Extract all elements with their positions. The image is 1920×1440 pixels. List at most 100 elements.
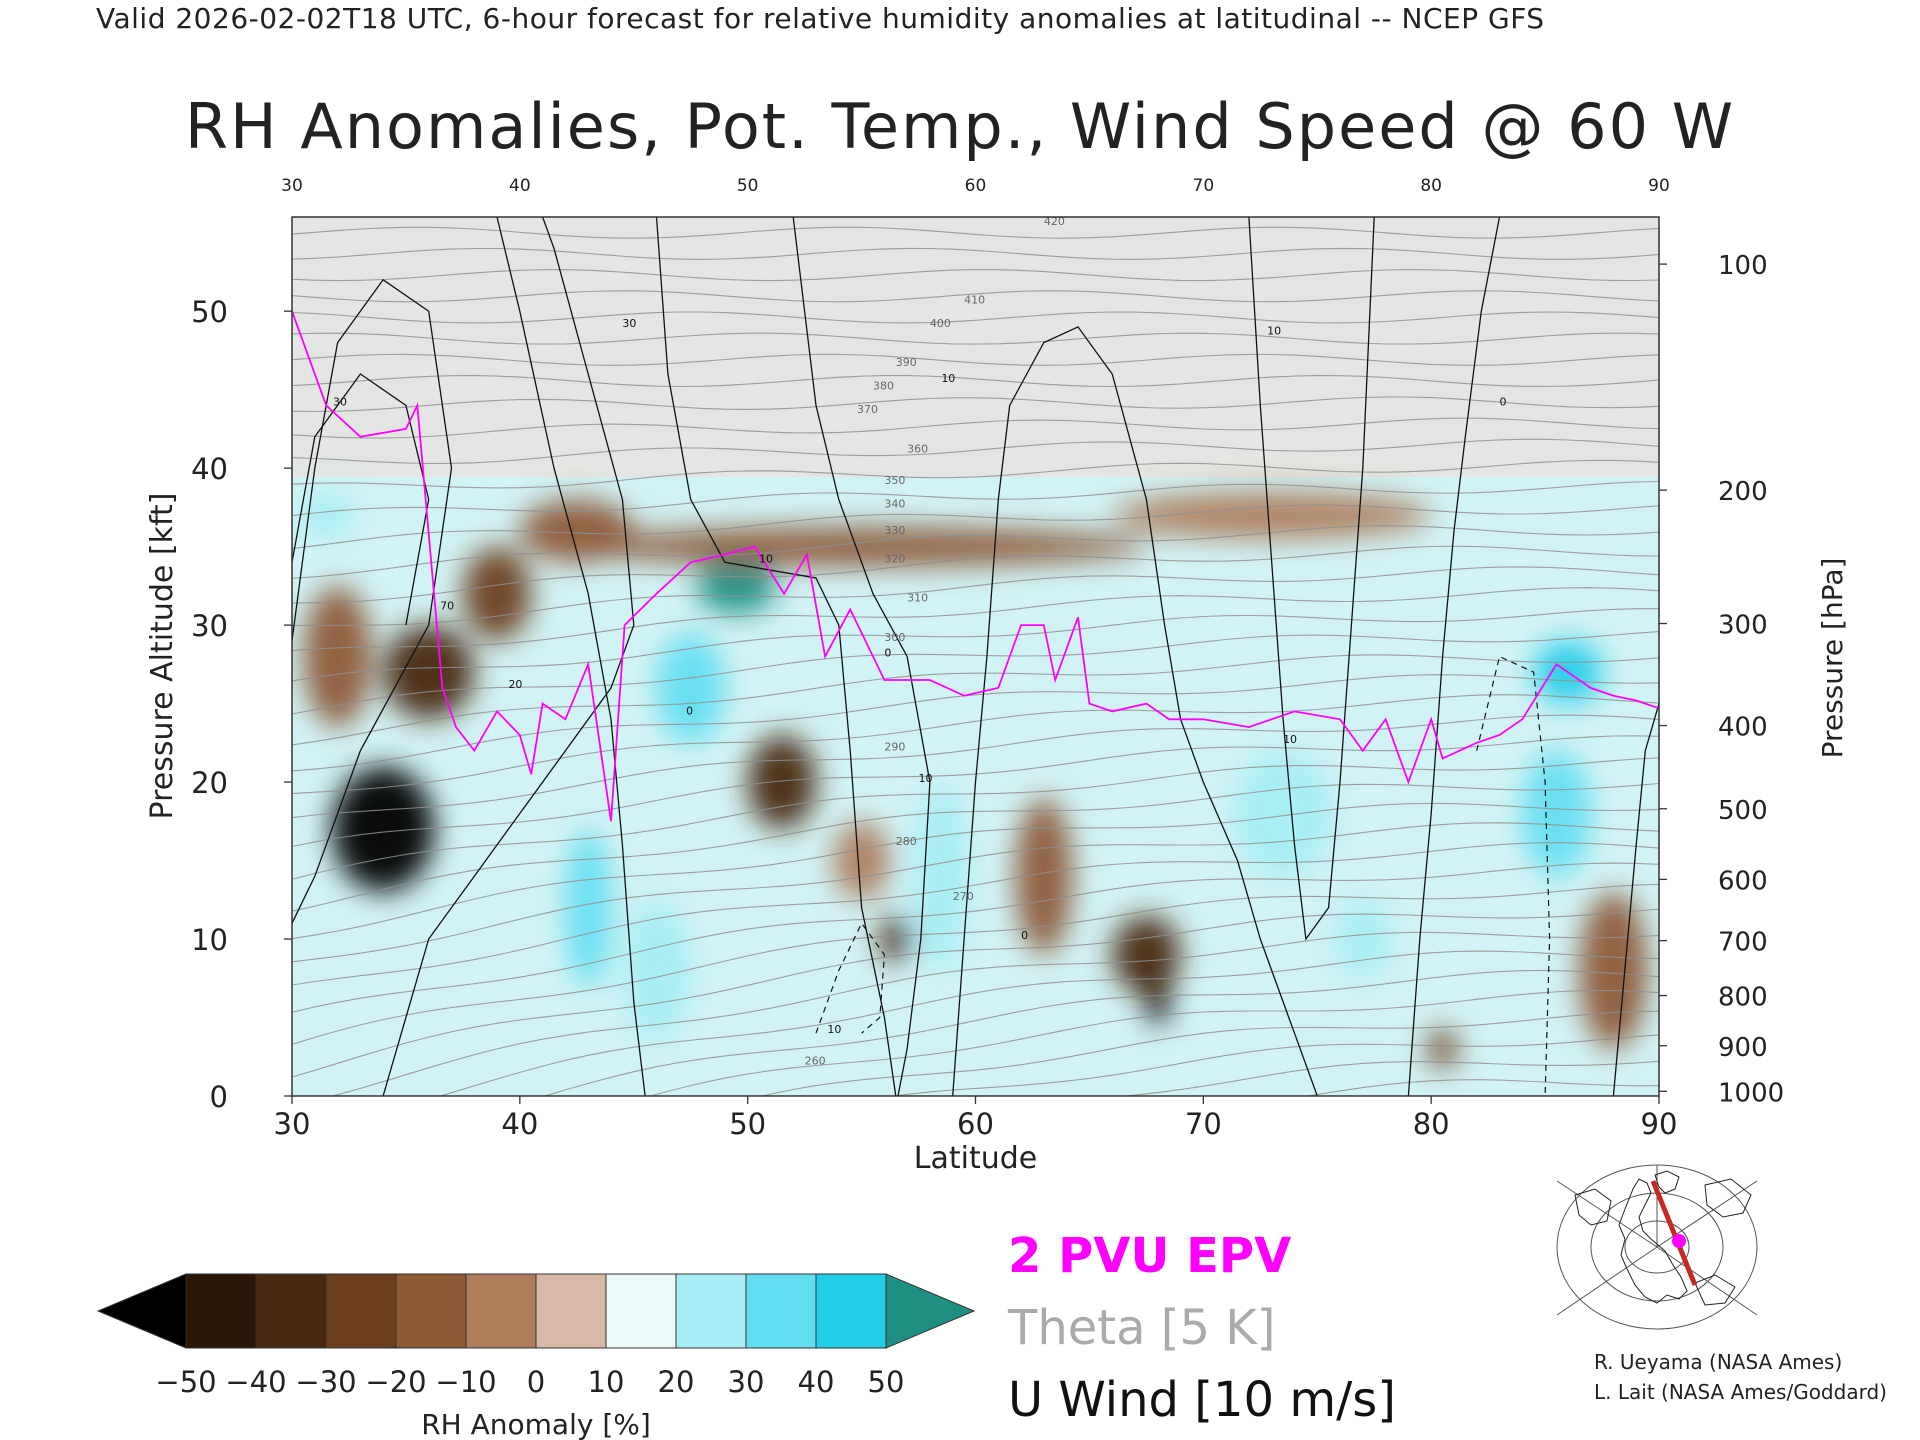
theta-contour-label: 300 bbox=[884, 631, 905, 644]
top-x-tick-label: 90 bbox=[1648, 176, 1670, 196]
theta-contour-line bbox=[759, 1010, 1659, 1096]
theta-contour-label: 280 bbox=[896, 835, 917, 848]
contour-labels: 4204104003903803703603503403303203103002… bbox=[333, 215, 1507, 1068]
theta-contour-line bbox=[292, 226, 1659, 239]
theta-contour-line bbox=[292, 459, 1659, 489]
map-coastline bbox=[1694, 1274, 1736, 1306]
theta-contour-line bbox=[292, 417, 1659, 439]
rh-anomaly-patch bbox=[1522, 750, 1591, 877]
rh-anomaly-patch bbox=[1112, 491, 1432, 539]
wind-contour-label: 20 bbox=[508, 678, 522, 691]
colorbar-tick-label: 20 bbox=[658, 1365, 695, 1399]
theta-contour-label: 390 bbox=[896, 356, 917, 369]
rh-anomaly-patch bbox=[833, 821, 891, 900]
wind-contour-line bbox=[292, 373, 430, 626]
rh-anomaly-patch bbox=[462, 546, 532, 641]
wind-contour-label: 70 bbox=[440, 599, 454, 612]
colorbar-under-arrow bbox=[96, 1273, 187, 1349]
pressure-tick-label: 700 bbox=[1718, 928, 1768, 958]
chart-title: RH Anomalies, Pot. Temp., Wind Speed @ 6… bbox=[184, 90, 1736, 163]
theta-contour-line bbox=[535, 217, 1453, 218]
theta-contour-label: 290 bbox=[884, 741, 905, 754]
colorbar-tick-label: 30 bbox=[728, 1365, 765, 1399]
pressure-tick-label: 100 bbox=[1718, 251, 1768, 281]
colorbar-swatch bbox=[255, 1273, 327, 1349]
wind-contour-line bbox=[655, 217, 897, 1096]
map-meridian bbox=[1556, 1246, 1658, 1316]
theta-contour-label: 350 bbox=[884, 474, 905, 487]
theta-contour-label: 260 bbox=[805, 1055, 826, 1068]
rh-anomaly-patch bbox=[1146, 978, 1170, 1026]
colorbar-tick-label: 50 bbox=[868, 1365, 905, 1399]
theta-contour-label: 320 bbox=[884, 552, 905, 565]
colorbar-tick-label: −40 bbox=[225, 1365, 286, 1399]
pressure-tick-label: 500 bbox=[1718, 796, 1768, 826]
legend-theta: Theta [5 K] bbox=[1008, 1300, 1276, 1356]
x-tick-label: 90 bbox=[1641, 1107, 1678, 1141]
theta-contour-line bbox=[438, 950, 1659, 1096]
top-x-tick-label: 40 bbox=[509, 176, 531, 196]
theta-contour-line bbox=[292, 480, 1659, 517]
y-tick-label: 50 bbox=[191, 295, 228, 329]
colorbar-tick-label: −50 bbox=[155, 1365, 216, 1399]
theta-contour-line bbox=[292, 714, 1659, 819]
wind-contour-label: 10 bbox=[759, 552, 773, 565]
axes: 3030404050506060707080809090010203040501… bbox=[145, 176, 1849, 1176]
theta-contour-line bbox=[292, 822, 1659, 963]
credit-line-1: R. Ueyama (NASA Ames) bbox=[1594, 1350, 1843, 1374]
theta-contour-line bbox=[292, 802, 1659, 940]
pressure-tick-label: 900 bbox=[1718, 1033, 1768, 1063]
colorbar-tick-label: 0 bbox=[527, 1365, 545, 1399]
colorbar-swatch bbox=[185, 1273, 257, 1349]
theta-contour-line bbox=[543, 969, 1659, 1096]
map-section-line bbox=[1650, 1180, 1698, 1286]
theta-contour-line bbox=[292, 883, 1659, 1045]
map-meridian bbox=[1656, 1246, 1758, 1316]
y-tick-label: 0 bbox=[210, 1080, 228, 1114]
legend-wind: U Wind [10 m/s] bbox=[1008, 1372, 1396, 1428]
rh-anomaly-patch bbox=[331, 766, 435, 892]
stratosphere-band bbox=[292, 217, 1659, 477]
theta-contour-line bbox=[292, 862, 1659, 1013]
theta-contour-label: 400 bbox=[930, 317, 951, 330]
theta-contour-label: 310 bbox=[907, 592, 928, 605]
y-axis-right-label: Pressure [hPa] bbox=[1816, 558, 1849, 759]
theta-contour-line bbox=[292, 757, 1659, 880]
wind-contour-line bbox=[952, 326, 1318, 1096]
rh-anomaly-patch bbox=[656, 632, 725, 743]
top-x-tick-label: 80 bbox=[1420, 176, 1442, 196]
colorbar-swatch bbox=[605, 1273, 677, 1349]
theta-contour-label: 420 bbox=[1044, 215, 1065, 228]
x-tick-label: 50 bbox=[729, 1107, 766, 1141]
pressure-tick-label: 600 bbox=[1718, 866, 1768, 896]
rh-anomaly-patch bbox=[1015, 797, 1073, 955]
colorbar-swatch bbox=[815, 1273, 887, 1349]
colorbar-tick-label: 40 bbox=[798, 1365, 835, 1399]
colorbar-swatch bbox=[535, 1273, 607, 1349]
valid-time-line: Valid 2026-02-02T18 UTC, 6-hour forecast… bbox=[96, 2, 1545, 35]
theta-contour-line bbox=[292, 566, 1659, 627]
theta-contour-line bbox=[292, 290, 1659, 303]
wind-contour-line bbox=[792, 217, 931, 1096]
y-tick-label: 10 bbox=[191, 923, 228, 957]
x-tick-label: 40 bbox=[501, 1107, 538, 1141]
theta-contour-line bbox=[292, 908, 1659, 1078]
rh-anomaly-patch bbox=[1231, 750, 1335, 877]
wind-contour-dashed bbox=[1476, 655, 1551, 1096]
wind-contour-line bbox=[292, 278, 453, 924]
rh-anomaly-patch bbox=[1579, 891, 1648, 1049]
wind-contour-label: 0 bbox=[1021, 929, 1028, 942]
theta-contour-label: 360 bbox=[907, 442, 928, 455]
rh-anomaly-patch bbox=[1334, 899, 1392, 979]
rh-anomaly-patch bbox=[696, 558, 777, 614]
pressure-tick-label: 800 bbox=[1718, 983, 1768, 1013]
theta-contour-label: 410 bbox=[964, 293, 985, 306]
wind-contour-label: 10 bbox=[1283, 733, 1297, 746]
theta-contour-line bbox=[292, 311, 1659, 324]
legend-wind-label: U Wind [10 m/s] bbox=[1008, 1372, 1397, 1428]
theta-contour-line bbox=[648, 989, 1659, 1096]
theta-contour-line bbox=[292, 504, 1659, 550]
top-x-tick-label: 60 bbox=[965, 176, 987, 196]
